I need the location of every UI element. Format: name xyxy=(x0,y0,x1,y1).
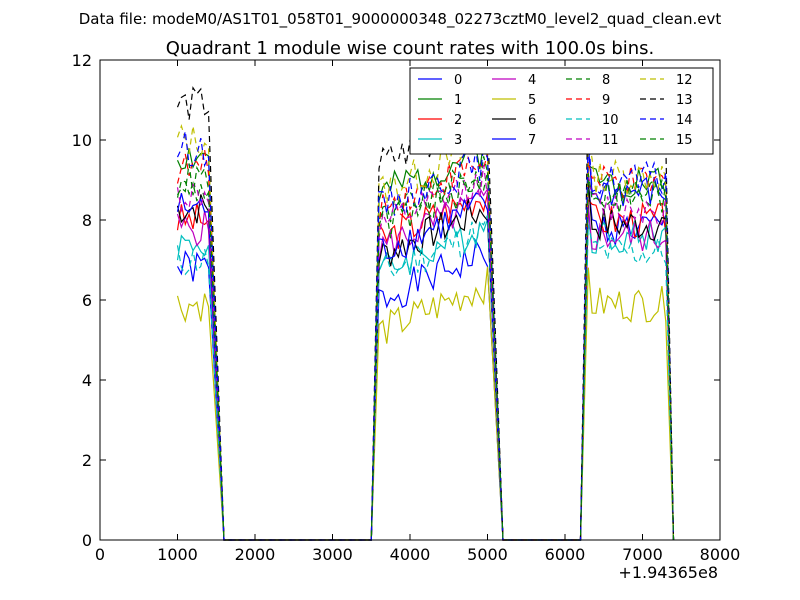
plot-frame xyxy=(99,59,721,541)
legend-label-9: 9 xyxy=(602,93,610,108)
series-line-11 xyxy=(176,164,675,541)
legend-label-0: 0 xyxy=(454,73,462,88)
series-layer xyxy=(176,84,675,541)
series-line-15 xyxy=(176,163,675,541)
legend-label-1: 1 xyxy=(454,93,462,108)
x-tick-label: 4000 xyxy=(390,545,431,564)
legend-box xyxy=(409,67,714,155)
x-tick-label: 3000 xyxy=(312,545,353,564)
y-tick-label: 8 xyxy=(82,211,92,230)
series-line-14 xyxy=(176,130,675,541)
x-tick-label: 0 xyxy=(95,545,105,564)
legend-label-15: 15 xyxy=(676,133,693,148)
x-offset-label: +1.94365e8 xyxy=(618,563,718,582)
y-tick-label: 0 xyxy=(82,531,92,550)
legend-label-7: 7 xyxy=(528,133,536,148)
legend-label-8: 8 xyxy=(602,73,610,88)
chart-title: Quadrant 1 module wise count rates with … xyxy=(166,38,655,59)
legend-label-12: 12 xyxy=(676,73,693,88)
legend-label-5: 5 xyxy=(528,93,536,108)
y-tick-label: 4 xyxy=(82,371,92,390)
y-tick-label: 2 xyxy=(82,451,92,470)
legend-label-13: 13 xyxy=(676,93,693,108)
suptitle: Data file: modeM0/AS1T01_058T01_90000003… xyxy=(79,10,722,29)
x-tick-label: 8000 xyxy=(700,545,741,564)
y-tick-label: 6 xyxy=(82,291,92,310)
x-tick-label: 2000 xyxy=(235,545,276,564)
legend-label-4: 4 xyxy=(528,73,536,88)
legend-label-14: 14 xyxy=(676,113,693,128)
legend-label-2: 2 xyxy=(454,113,462,128)
y-tick-label: 12 xyxy=(72,51,92,70)
series-line-5 xyxy=(176,266,675,541)
legend-label-6: 6 xyxy=(528,113,536,128)
ticks-layer: 0 1000 2000 3000 4000 5000 6000 7000 80000246810… xyxy=(72,51,741,564)
legend-label-11: 11 xyxy=(602,133,619,148)
x-tick-label: 7000 xyxy=(622,545,663,564)
x-tick-label: 1000 xyxy=(157,545,198,564)
legend-label-10: 10 xyxy=(602,113,619,128)
x-tick-label: 6000 xyxy=(545,545,586,564)
y-tick-label: 10 xyxy=(72,131,92,150)
legend-label-3: 3 xyxy=(454,133,462,148)
x-tick-label: 5000 xyxy=(467,545,508,564)
